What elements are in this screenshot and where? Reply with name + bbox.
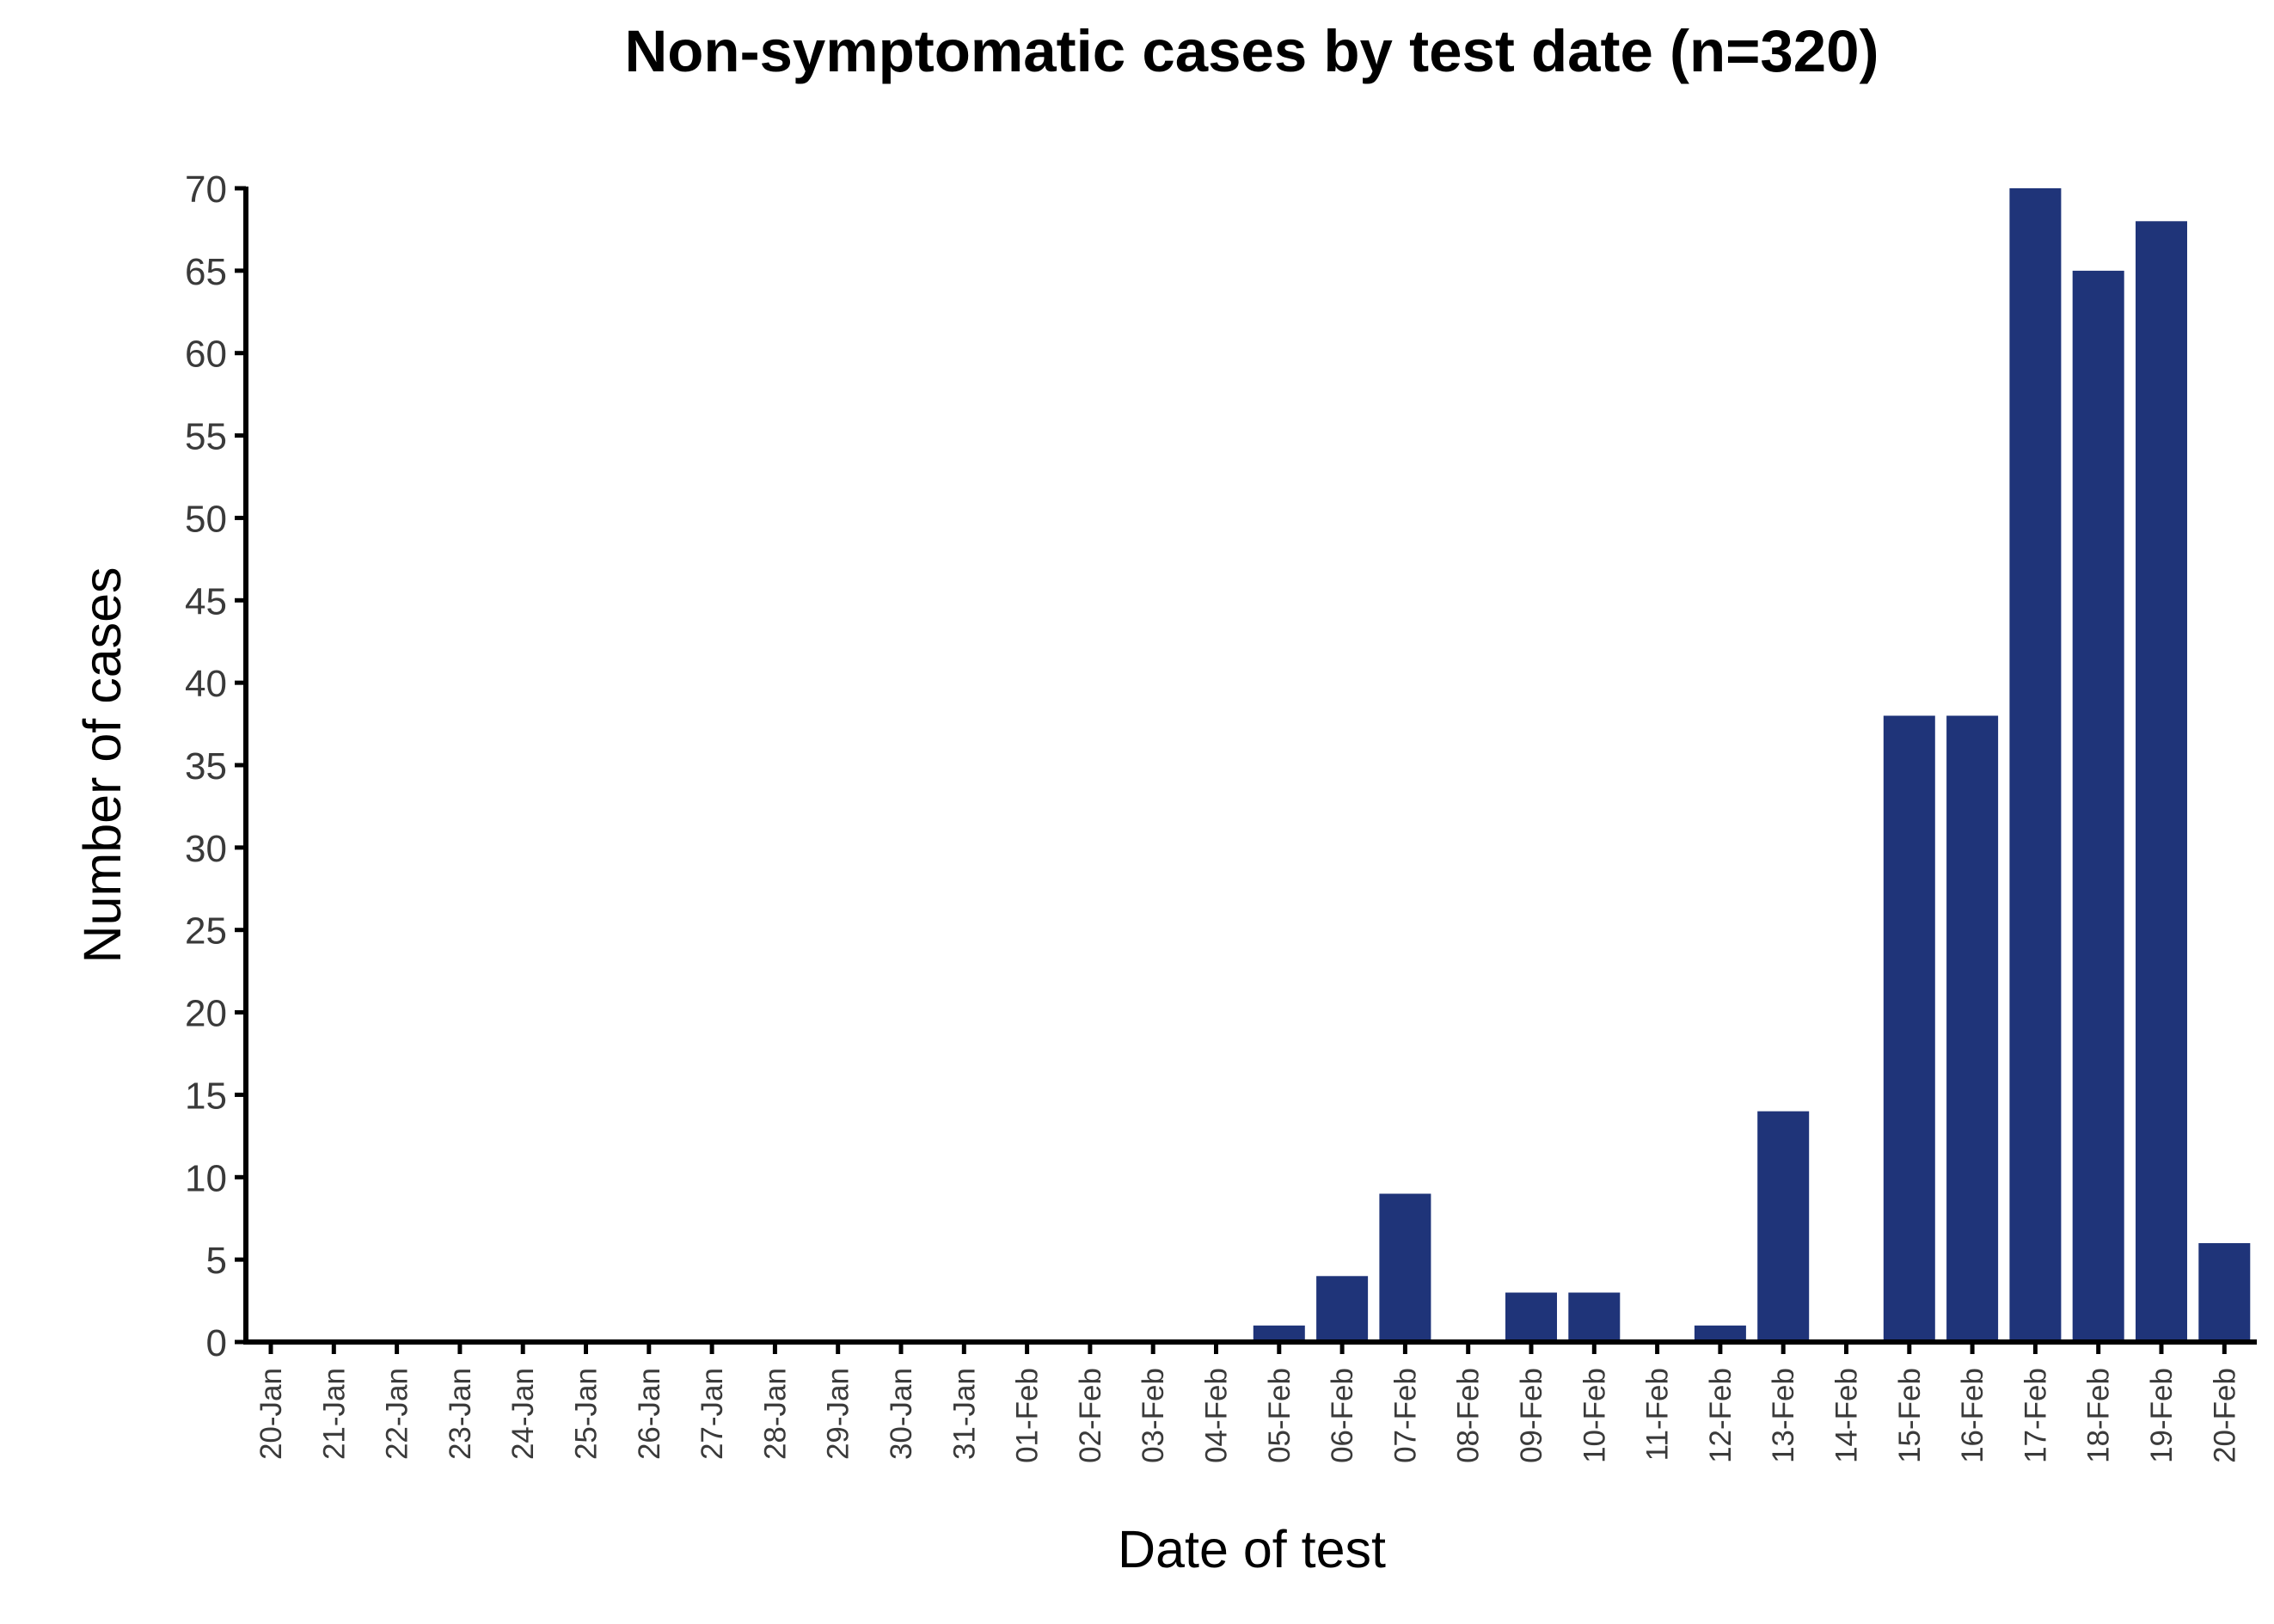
x-tick-label: 08-Feb xyxy=(1452,1368,1486,1463)
y-axis: 0 5 10 15 20 25 30 35 40 45 50 55 60 65 70 xyxy=(185,169,248,1364)
y-tick-label: 55 xyxy=(185,416,227,458)
x-tick-label: 04-Feb xyxy=(1200,1368,1234,1463)
x-tick-label: 19-Feb xyxy=(2145,1368,2179,1463)
bar-18-Feb xyxy=(2072,270,2124,1342)
x-tick-label: 14-Feb xyxy=(1830,1368,1864,1463)
x-tick-label: 28-Jan xyxy=(758,1368,792,1460)
x-tick-label: 07-Feb xyxy=(1388,1368,1422,1463)
bar-06-Feb xyxy=(1316,1276,1369,1342)
y-tick-label: 70 xyxy=(185,169,227,211)
x-tick-label: 25-Jan xyxy=(570,1368,604,1460)
x-tick-label: 06-Feb xyxy=(1326,1368,1359,1463)
x-tick-label: 18-Feb xyxy=(2082,1368,2116,1463)
bar-17-Feb xyxy=(2009,188,2062,1342)
y-tick-label: 20 xyxy=(185,993,227,1035)
bar-19-Feb xyxy=(2136,221,2187,1342)
y-tick-label: 10 xyxy=(185,1157,227,1199)
x-tick-label: 10-Feb xyxy=(1578,1368,1611,1463)
y-tick-label: 45 xyxy=(185,580,227,622)
bars xyxy=(1253,188,2251,1342)
bar-15-Feb xyxy=(1883,715,1935,1342)
x-tick-label: 15-Feb xyxy=(1893,1368,1927,1463)
x-tick-label: 24-Jan xyxy=(506,1368,540,1460)
y-tick-label: 65 xyxy=(185,251,227,293)
bar-20-Feb xyxy=(2198,1243,2251,1342)
y-tick-label: 5 xyxy=(206,1240,227,1282)
y-tick-label: 60 xyxy=(185,334,227,376)
y-tick-label: 40 xyxy=(185,663,227,705)
bar-13-Feb xyxy=(1757,1111,1810,1342)
x-tick-label: 13-Feb xyxy=(1767,1368,1800,1463)
x-tick-label: 20-Jan xyxy=(254,1368,288,1460)
x-tick-label: 11-Feb xyxy=(1641,1368,1675,1461)
x-tick-label: 02-Feb xyxy=(1074,1368,1107,1463)
y-tick-label: 0 xyxy=(206,1322,227,1364)
y-tick-label: 30 xyxy=(185,828,227,870)
x-tick-label: 30-Jan xyxy=(885,1368,918,1460)
y-tick-label: 35 xyxy=(185,745,227,787)
x-tick-label: 31-Jan xyxy=(947,1368,981,1460)
bar-10-Feb xyxy=(1568,1292,1621,1342)
y-tick-label: 25 xyxy=(185,910,227,953)
y-axis-title: Number of cases xyxy=(73,567,132,963)
x-tick-label: 16-Feb xyxy=(1956,1368,1989,1463)
x-tick-label: 20-Feb xyxy=(2208,1368,2241,1463)
bar-12-Feb xyxy=(1694,1325,1746,1342)
x-axis-title: Date of test xyxy=(1118,1520,1386,1578)
y-tick-label: 15 xyxy=(185,1075,227,1117)
x-axis: 20-Jan 21-Jan 22-Jan 23-Jan 24-Jan 25-Jan 26-J… xyxy=(243,1339,2257,1463)
bar-09-Feb xyxy=(1505,1292,1557,1342)
x-tick-label: 03-Feb xyxy=(1137,1368,1170,1463)
x-tick-label: 23-Jan xyxy=(444,1368,477,1460)
bar-07-Feb xyxy=(1379,1193,1431,1342)
x-tick-label: 22-Jan xyxy=(381,1368,414,1460)
x-tick-label: 21-Jan xyxy=(317,1368,351,1460)
x-tick-label: 26-Jan xyxy=(633,1368,666,1460)
x-tick-label: 01-Feb xyxy=(1011,1368,1045,1463)
x-tick-label: 09-Feb xyxy=(1515,1368,1548,1463)
x-tick-label: 27-Jan xyxy=(696,1368,729,1460)
x-tick-label: 05-Feb xyxy=(1263,1368,1296,1463)
chart-title: Non-symptomatic cases by test date (n=32… xyxy=(624,18,1879,84)
x-tick-label: 12-Feb xyxy=(1704,1368,1738,1463)
y-tick-label: 50 xyxy=(185,498,227,540)
bar-05-Feb xyxy=(1253,1325,1305,1342)
x-tick-label: 17-Feb xyxy=(2019,1368,2052,1463)
bar-16-Feb xyxy=(1946,715,1999,1342)
x-tick-label: 29-Jan xyxy=(822,1368,855,1460)
